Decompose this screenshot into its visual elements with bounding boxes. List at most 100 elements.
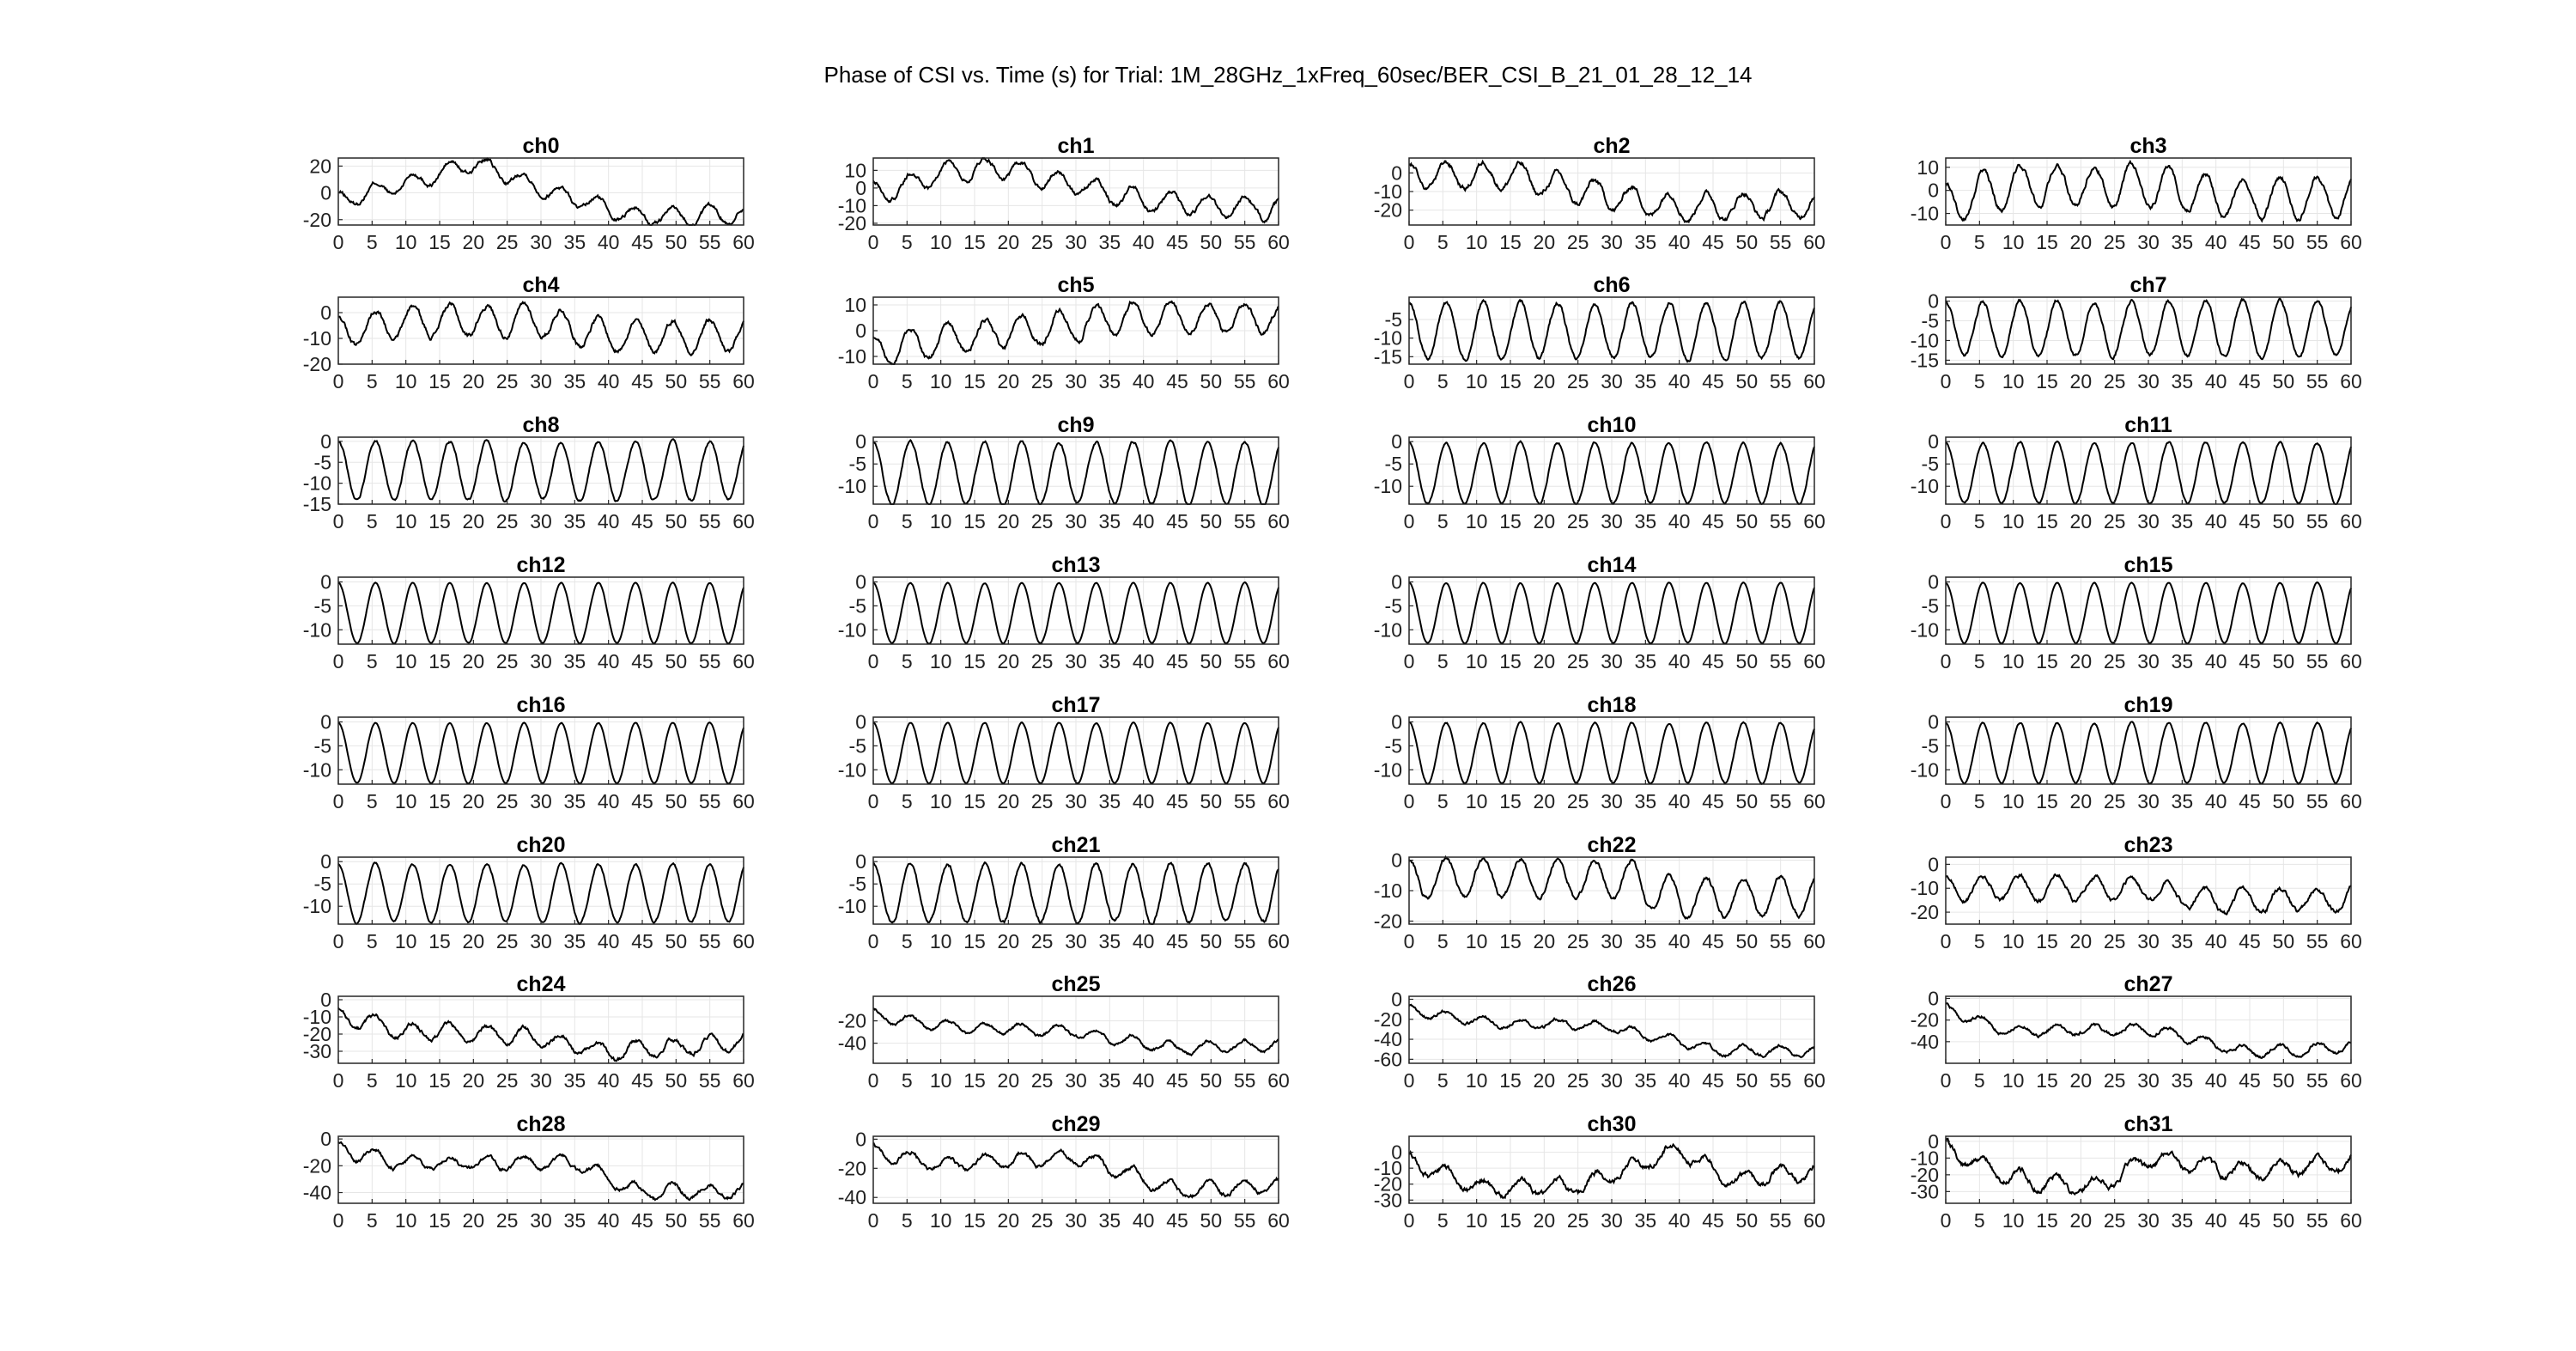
x-tick-label: 40: [1668, 1069, 1691, 1092]
x-tick-label: 10: [930, 1209, 952, 1232]
x-tick-label: 35: [2172, 1069, 2194, 1092]
y-tick-label: 0: [1928, 180, 1939, 202]
y-tick-label: -10: [1374, 879, 1402, 902]
x-tick-label: 35: [564, 650, 586, 672]
x-tick-label: 60: [1267, 1069, 1290, 1092]
x-tick-label: 35: [2172, 510, 2194, 532]
x-tick-label: 15: [1499, 930, 1522, 952]
y-tick-label: -20: [1374, 1008, 1402, 1031]
subplot-title: ch11: [2124, 413, 2172, 437]
x-tick-label: 60: [2340, 510, 2362, 532]
x-tick-label: 25: [1567, 1209, 1589, 1232]
x-tick-label: 55: [699, 790, 721, 812]
x-tick-label: 15: [963, 1069, 986, 1092]
x-tick-label: 0: [1404, 790, 1415, 812]
x-tick-label: 45: [1166, 930, 1188, 952]
x-tick-label: 10: [395, 370, 417, 393]
y-tick-label: 0: [1391, 571, 1402, 593]
x-tick-label: 35: [1099, 1069, 1121, 1092]
x-tick-label: 0: [1404, 1209, 1415, 1232]
x-tick-label: 5: [1974, 790, 1985, 812]
x-tick-label: 20: [2070, 510, 2093, 532]
y-tick-label: -10: [838, 345, 866, 368]
x-tick-label: 45: [631, 1069, 653, 1092]
y-tick-label: -40: [1374, 1028, 1402, 1050]
x-tick-label: 0: [1404, 650, 1415, 672]
y-tick-label: 0: [1928, 1130, 1939, 1153]
x-tick-label: 50: [1200, 1069, 1223, 1092]
x-tick-label: 15: [2036, 510, 2058, 532]
x-tick-label: 40: [598, 650, 620, 672]
x-tick-label: 45: [2239, 1069, 2261, 1092]
y-tick-label: -5: [1385, 453, 1402, 475]
x-tick-label: 30: [1065, 790, 1087, 812]
x-tick-label: 15: [1499, 510, 1522, 532]
x-tick-label: 30: [530, 650, 552, 672]
y-tick-label: 0: [855, 319, 866, 342]
x-tick-label: 60: [2340, 930, 2362, 952]
x-tick-label: 15: [428, 930, 451, 952]
y-tick-label: 0: [320, 1128, 331, 1150]
x-tick-label: 15: [428, 1209, 451, 1232]
x-tick-label: 30: [1601, 790, 1623, 812]
x-tick-label: 45: [2239, 1209, 2261, 1232]
x-tick-label: 30: [1601, 510, 1623, 532]
y-tick-label: 0: [1928, 290, 1939, 313]
x-tick-label: 30: [1065, 370, 1087, 393]
subplot-title: ch22: [1588, 833, 1637, 857]
x-tick-label: 45: [1702, 650, 1724, 672]
y-tick-label: -5: [314, 594, 331, 617]
x-tick-label: 0: [333, 370, 344, 393]
x-tick-label: 15: [1499, 1209, 1522, 1232]
x-tick-label: 50: [1200, 930, 1223, 952]
series-line-ch27: [1945, 1001, 2352, 1059]
x-tick-label: 10: [2002, 1069, 2025, 1092]
x-tick-label: 35: [2172, 370, 2194, 393]
x-tick-label: 15: [1499, 650, 1522, 672]
x-tick-label: 60: [732, 1209, 755, 1232]
x-tick-label: 30: [1601, 930, 1623, 952]
x-tick-label: 35: [1099, 231, 1121, 253]
subplot-title: ch4: [522, 273, 559, 297]
series-line-ch29: [872, 1141, 1279, 1199]
x-tick-label: 45: [631, 231, 653, 253]
x-tick-label: 45: [1166, 790, 1188, 812]
y-tick-label: 0: [320, 989, 331, 1011]
x-tick-label: 30: [1065, 231, 1087, 253]
y-tick-label: -15: [1911, 349, 1939, 371]
x-tick-label: 40: [1668, 370, 1691, 393]
x-tick-label: 0: [333, 790, 344, 812]
x-tick-label: 20: [2070, 1209, 2093, 1232]
x-tick-label: 50: [1736, 790, 1759, 812]
y-tick-label: -5: [314, 734, 331, 757]
x-tick-label: 5: [902, 231, 913, 253]
x-tick-label: 20: [463, 510, 485, 532]
x-tick-label: 5: [902, 370, 913, 393]
x-tick-label: 25: [1567, 790, 1589, 812]
series-line-ch24: [337, 1007, 744, 1062]
x-tick-label: 60: [732, 790, 755, 812]
x-tick-label: 60: [2340, 1069, 2362, 1092]
y-tick-label: -20: [838, 212, 866, 234]
y-tick-label: 0: [1391, 711, 1402, 733]
x-tick-label: 50: [1200, 370, 1223, 393]
x-tick-label: 5: [1437, 930, 1449, 952]
x-tick-label: 40: [2205, 510, 2227, 532]
x-tick-label: 5: [1974, 510, 1985, 532]
x-tick-label: 55: [699, 231, 721, 253]
x-tick-label: 20: [998, 790, 1020, 812]
x-tick-label: 0: [1941, 510, 1952, 532]
y-tick-label: -20: [1911, 901, 1939, 923]
x-tick-label: 0: [1941, 790, 1952, 812]
x-tick-label: 60: [1267, 370, 1290, 393]
x-tick-label: 15: [428, 231, 451, 253]
x-tick-label: 35: [1635, 510, 1657, 532]
x-tick-label: 0: [333, 231, 344, 253]
x-tick-label: 45: [1702, 930, 1724, 952]
